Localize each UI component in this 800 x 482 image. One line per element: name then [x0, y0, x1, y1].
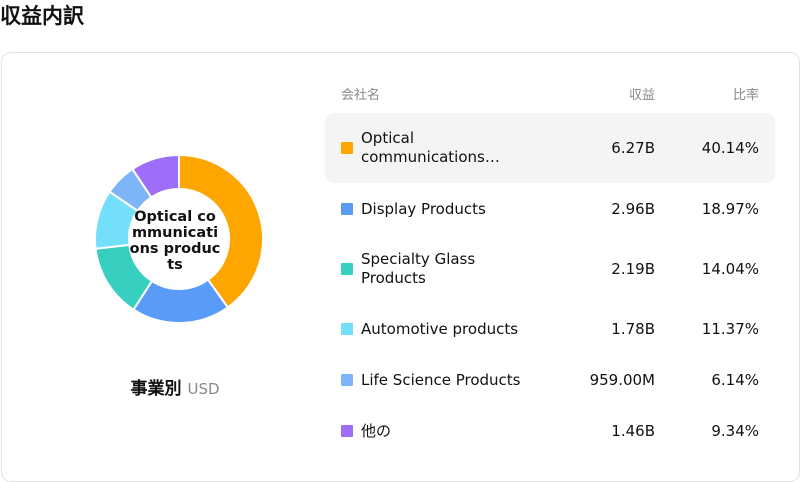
row-name: Optical communications…	[361, 129, 500, 166]
donut-center-label: Optical communications products	[129, 209, 221, 273]
legend-swatch	[341, 203, 353, 215]
donut-svg	[94, 154, 264, 324]
segment-by-business-label: 事業別	[130, 379, 182, 399]
legend-swatch	[341, 374, 353, 386]
column-header-ratio: 比率	[732, 88, 759, 103]
row-revenue: 1.78B	[611, 320, 655, 338]
row-revenue: 2.96B	[611, 200, 655, 218]
legend-swatch	[341, 425, 353, 437]
donut-chart	[94, 154, 264, 324]
table-row[interactable]: Life Science Products 959.00M 6.14%	[325, 345, 775, 415]
donut-slice-1[interactable]	[178, 154, 264, 309]
row-ratio: 9.34%	[711, 422, 759, 440]
row-name: Display Products	[361, 199, 486, 218]
row-revenue: 1.46B	[611, 422, 655, 440]
legend-swatch	[341, 263, 353, 275]
row-revenue: 6.27B	[611, 139, 655, 157]
legend-swatch	[341, 323, 353, 335]
column-header-revenue: 収益	[628, 88, 655, 103]
row-name: Specialty Glass Products	[361, 250, 476, 287]
table-row[interactable]: Specialty Glass Products 2.19B 14.04%	[325, 234, 775, 304]
currency-label: USD	[187, 380, 220, 398]
page-title: 収益内訳	[0, 4, 84, 28]
row-ratio: 40.14%	[701, 139, 759, 157]
row-revenue: 959.00M	[589, 371, 655, 389]
row-name: 他の	[361, 421, 392, 440]
row-ratio: 6.14%	[711, 371, 759, 389]
table-row[interactable]: Display Products 2.96B 18.97%	[325, 174, 775, 244]
row-ratio: 18.97%	[701, 200, 759, 218]
chart-caption: 事業別 USD	[0, 377, 350, 401]
table-row[interactable]: 他の 1.46B 9.34%	[325, 396, 775, 466]
row-name: Life Science Products	[361, 370, 521, 389]
legend-swatch	[341, 142, 353, 154]
column-header-company: 会社名	[341, 88, 381, 103]
donut-slice-6[interactable]	[131, 154, 180, 199]
row-ratio: 11.37%	[701, 320, 759, 338]
table-row[interactable]: Automotive products 1.78B 11.37%	[325, 294, 775, 364]
row-revenue: 2.19B	[611, 260, 655, 278]
table-row[interactable]: Optical communications… 6.27B 40.14%	[325, 113, 775, 183]
row-ratio: 14.04%	[701, 260, 759, 278]
row-name: Automotive products	[361, 319, 519, 338]
